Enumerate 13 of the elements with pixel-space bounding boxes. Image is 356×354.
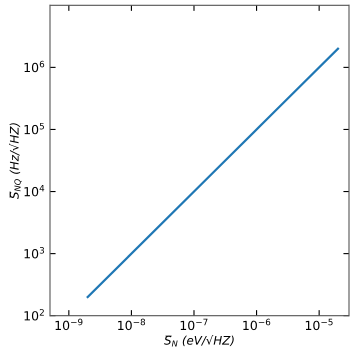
x-tick-label: 10$^{−6}$ [243, 318, 270, 330]
y-tick-label: 10$^{3}$ [24, 246, 44, 258]
y-axis-title: S̅$_{NQ}$ (Hz/√HZ) [9, 123, 22, 200]
line-series [86, 48, 340, 298]
x-tick-label: 10$^{−5}$ [306, 318, 333, 330]
y-tick-label: 10$^{2}$ [24, 309, 44, 321]
y-tick-label: 10$^{5}$ [24, 122, 44, 134]
x-tick-label: 10$^{−9}$ [56, 318, 82, 330]
x-tick-label: 10$^{−8}$ [118, 318, 146, 330]
x-axis-title: S̅$_{N}$ (eV/√HZ) [164, 334, 234, 346]
x-tick-label: 10$^{−7}$ [180, 318, 208, 330]
y-tick-label: 10$^{6}$ [24, 60, 44, 72]
y-tick-label: 10$^{4}$ [24, 185, 44, 196]
